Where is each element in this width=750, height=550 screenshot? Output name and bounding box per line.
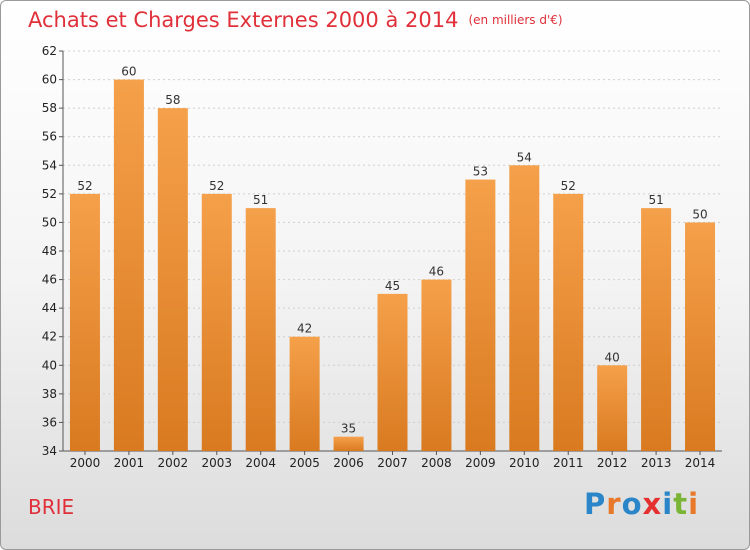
- chart-subtitle: (en milliers d'€): [468, 13, 563, 27]
- y-tick-label: 48: [42, 244, 57, 258]
- y-tick-labels: 34 36 38 40 42 44 46 48 50 52 54 56 58 60 62: [42, 44, 57, 458]
- x-tick-label: 2013: [641, 456, 672, 470]
- data-labels: 52 60 58 52 51 42 35 45 46 53 54 52 40 51 50: [77, 65, 707, 436]
- data-label: 51: [253, 193, 268, 207]
- data-label: 52: [209, 179, 224, 193]
- y-tick-label: 58: [42, 101, 57, 115]
- bar: [289, 336, 320, 451]
- bars: [69, 79, 716, 452]
- bar: [201, 193, 232, 451]
- bar: [113, 79, 144, 452]
- bar: [333, 436, 364, 451]
- data-label: 50: [692, 207, 707, 221]
- logo-letter: t: [673, 487, 689, 521]
- chart-title-text: Achats et Charges Externes 2000 à 2014: [28, 8, 459, 32]
- y-tick-label: 60: [42, 73, 57, 87]
- x-tick-label: 2008: [421, 456, 452, 470]
- logo-letter: x: [642, 487, 663, 521]
- proxiti-logo: Proxiti: [584, 487, 699, 521]
- data-label: 58: [165, 93, 180, 107]
- y-tick-label: 44: [42, 301, 57, 315]
- data-label: 60: [121, 65, 136, 79]
- y-tick-label: 42: [42, 330, 57, 344]
- x-tick-label: 2012: [597, 456, 628, 470]
- x-tick-label: 2014: [685, 456, 716, 470]
- data-label: 46: [429, 265, 444, 279]
- logo-letter: r: [606, 487, 622, 521]
- data-label: 40: [605, 350, 620, 364]
- bar: [157, 108, 188, 452]
- x-tick-label: 2003: [201, 456, 232, 470]
- x-tick-label: 2009: [465, 456, 496, 470]
- data-label: 35: [341, 422, 356, 436]
- x-tick-label: 2011: [553, 456, 584, 470]
- logo-letter: o: [621, 487, 643, 521]
- data-label: 54: [517, 150, 532, 164]
- y-tick-label: 54: [42, 158, 57, 172]
- grid-lines: [59, 50, 722, 452]
- bar: [465, 179, 496, 452]
- x-tick-label: 2000: [70, 456, 101, 470]
- data-label: 52: [77, 179, 92, 193]
- bar: [421, 279, 452, 451]
- bar: [377, 293, 408, 451]
- y-tick-label: 34: [42, 444, 57, 458]
- y-tick-label: 52: [42, 187, 57, 201]
- x-tick-label: 2006: [333, 456, 364, 470]
- data-label: 53: [473, 165, 488, 179]
- y-tick-label: 36: [42, 415, 57, 429]
- bar: [245, 208, 276, 451]
- bar: [641, 208, 672, 451]
- data-label: 51: [648, 193, 663, 207]
- bar: [597, 365, 628, 451]
- y-tick-label: 56: [42, 130, 57, 144]
- bar: [509, 165, 540, 452]
- y-tick-label: 38: [42, 387, 57, 401]
- bar: [553, 193, 584, 451]
- x-tick-label: 2010: [509, 456, 540, 470]
- x-tick-label: 2007: [377, 456, 408, 470]
- x-tick-label: 2005: [289, 456, 320, 470]
- bar: [685, 222, 716, 451]
- x-tick-label: 2002: [158, 456, 189, 470]
- chart-title: Achats et Charges Externes 2000 à 2014 (e…: [28, 8, 563, 32]
- y-tick-label: 62: [42, 44, 57, 58]
- logo-letter: i: [662, 487, 674, 521]
- data-label: 45: [385, 279, 400, 293]
- bar: [69, 193, 100, 451]
- y-tick-label: 46: [42, 273, 57, 287]
- x-tick-labels: 2000 2001 2002 2003 2004 2005 2006 2007 2008 2009…: [70, 451, 716, 470]
- y-tick-label: 50: [42, 215, 57, 229]
- logo-letter: P: [584, 487, 607, 521]
- x-tick-label: 2004: [245, 456, 276, 470]
- x-tick-label: 2001: [114, 456, 145, 470]
- y-tick-label: 40: [42, 358, 57, 372]
- data-label: 52: [561, 179, 576, 193]
- commune-name: BRIE: [28, 495, 75, 519]
- data-label: 42: [297, 322, 312, 336]
- logo-letter: i: [688, 487, 700, 521]
